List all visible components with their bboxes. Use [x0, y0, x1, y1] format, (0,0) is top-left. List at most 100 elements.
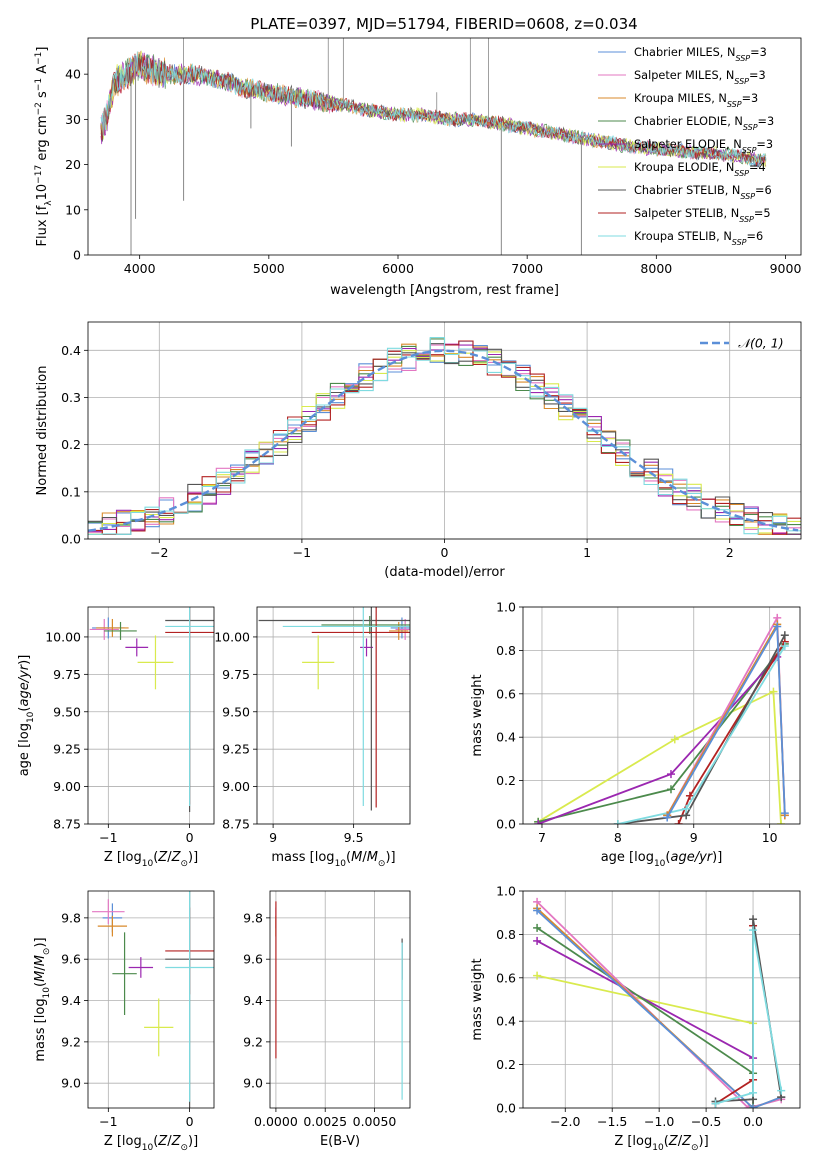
x-tick-label: −2.0 — [550, 1114, 580, 1129]
spectrum-series-line — [100, 52, 767, 167]
y-tick-label: 0.4 — [61, 343, 81, 358]
mass_vs_Z-frame-group: −1 0 9.0 9.2 9.4 9.6 9.8 — [61, 890, 215, 1129]
y-tick-label: 9.75 — [53, 667, 81, 682]
errorbar-point — [282, 607, 410, 807]
weight-marker — [670, 735, 679, 744]
weight_vs_age-frame-group: 7 8 9 10 0.0 0.2 0.4 0.6 0.8 1.0 — [496, 600, 801, 845]
figure-title: PLATE=0397, MJD=51794, FIBERID=0608, z=0… — [250, 15, 637, 33]
x-tick-label: 0.0025 — [303, 1114, 347, 1129]
y-tick-label: 0.2 — [496, 773, 516, 788]
y-tick-label: 0.1 — [61, 484, 81, 499]
mass_vs_ebv-frame — [269, 890, 411, 1109]
weight-marker — [534, 820, 543, 824]
x-tick-label: 8 — [614, 830, 622, 845]
weight-marker — [777, 1086, 786, 1095]
weight-marker — [685, 791, 694, 800]
legend-entry: Chabrier ELODIE, NSSP=3 — [634, 115, 774, 132]
y-tick-label: 9.6 — [61, 952, 81, 967]
y-tick-label: 9.00 — [222, 779, 250, 794]
spectrum-x-label: wavelength [Angstrom, rest frame] — [330, 283, 559, 298]
y-tick-label: 30 — [65, 112, 81, 127]
legend-entry: Chabrier MILES, NSSP=3 — [634, 46, 767, 63]
y-tick-label: 20 — [65, 157, 81, 172]
x-tick-label: −1 — [99, 830, 117, 845]
errorbar-point — [89, 618, 119, 640]
y-tick-label: 9.8 — [61, 910, 81, 925]
weight_vs_Z-x-label: Z [log10(Z/Z⊙)] — [614, 1134, 708, 1153]
x-tick-label: −1.0 — [644, 1114, 674, 1129]
weight-series-line — [715, 919, 783, 1103]
weight-marker — [780, 631, 789, 640]
y-tick-label: 0.6 — [496, 970, 516, 985]
spectrum-axes — [100, 38, 767, 255]
y-tick-label: 0.3 — [61, 390, 81, 405]
weight-marker — [749, 1104, 758, 1108]
x-tick-label: 9000 — [770, 261, 802, 276]
errorbar-point — [97, 915, 128, 937]
y-tick-label: 0.4 — [496, 730, 516, 745]
weight-marker — [533, 936, 542, 945]
errorbar-point — [92, 899, 125, 925]
weight-series-line — [536, 940, 754, 1059]
mass_vs_Z-x-label: Z [log10(Z/Z⊙)] — [104, 1134, 198, 1153]
x-tick-label: −1 — [99, 1114, 117, 1129]
mass_vs_ebv-axes — [270, 891, 410, 1108]
y-tick-label: 0.0 — [61, 532, 81, 547]
spectrum-frame-group: 4000 5000 6000 7000 8000 9000 0 10 20 30 40 — [65, 37, 802, 276]
x-tick-label: −2 — [150, 545, 168, 560]
x-tick-label: −1.5 — [597, 1114, 627, 1129]
errorbar-point — [165, 607, 214, 807]
y-tick-label: 8.75 — [222, 817, 250, 832]
y-tick-label: 0.8 — [496, 643, 516, 658]
y-tick-label: 0.2 — [61, 437, 81, 452]
weight_vs_Z-frame-group: −2.0 −1.5 −1.0 −0.5 0.0 0.0 0.2 0.4 0.6 0.8 1.0 — [496, 884, 801, 1129]
weight_vs_age-frame — [522, 606, 801, 825]
x-tick-label: 4000 — [124, 261, 156, 276]
weight-marker — [744, 1104, 753, 1108]
x-tick-label: 0.0 — [743, 1114, 763, 1129]
x-tick-label: 5000 — [253, 261, 285, 276]
weight-marker — [674, 820, 683, 824]
errorbar-point — [144, 998, 174, 1057]
x-tick-label: 0 — [186, 1114, 194, 1129]
age_vs_mass-frame-group: 9 9.5 8.75 9.00 9.25 9.50 9.75 10.00 — [214, 606, 411, 845]
y-tick-label: 40 — [65, 67, 81, 82]
y-tick-label: 9.00 — [53, 779, 81, 794]
x-tick-label: 0.0000 — [254, 1114, 298, 1129]
x-tick-label: 7 — [538, 830, 546, 845]
age_vs_mass-axes — [257, 607, 410, 825]
mass_vs_Z-y-label: mass [log10(M/M⊙)] — [33, 937, 52, 1061]
age_vs_Z-y-label: age [log10(age/yr)] — [17, 655, 36, 777]
spectrum-series-line — [100, 51, 767, 166]
spectrum-plot-area — [100, 38, 767, 255]
errorbar-point — [311, 607, 410, 808]
y-tick-label: 1.0 — [496, 884, 516, 899]
age_vs_Z-frame-group: −1 0 8.75 9.00 9.25 9.50 9.75 10.00 — [45, 606, 215, 845]
spectrum-series-line — [100, 53, 767, 167]
mass_vs_ebv-frame-group: 0.0000 0.0025 0.0050 9.0 9.2 9.4 9.6 9.8 — [243, 890, 411, 1129]
weight-marker — [749, 1088, 758, 1097]
weight_vs_Z-plot-area — [533, 897, 786, 1108]
y-tick-label: 0 — [73, 248, 81, 263]
legend-entry: Salpeter STELIB, NSSP=5 — [634, 207, 771, 224]
mass_vs_Z-plot-area — [92, 891, 214, 1108]
normal-curve — [88, 349, 799, 532]
y-tick-label: 9.6 — [243, 952, 263, 967]
x-tick-label: 0 — [186, 830, 194, 845]
legend-entry: Salpeter MILES, NSSP=3 — [634, 69, 766, 86]
weight-marker — [780, 642, 789, 651]
residuals-axes — [88, 322, 801, 540]
age_vs_mass-plot-area — [258, 607, 410, 811]
age_vs_mass-frame — [256, 606, 411, 825]
weight-marker — [773, 622, 782, 631]
mass_vs_Z-frame — [87, 890, 215, 1109]
x-tick-label: 10 — [762, 830, 778, 845]
residuals-frame-group: −2 −1 0 1 2 0.0 0.1 0.2 0.3 0.4 — [61, 321, 802, 560]
y-tick-label: 9.8 — [243, 910, 263, 925]
weight-marker — [780, 809, 789, 818]
legend-entry: Kroupa ELODIE, NSSP=4 — [634, 161, 766, 178]
weight-marker — [533, 923, 542, 932]
y-tick-label: 9.50 — [222, 704, 250, 719]
weight-marker — [666, 785, 675, 794]
